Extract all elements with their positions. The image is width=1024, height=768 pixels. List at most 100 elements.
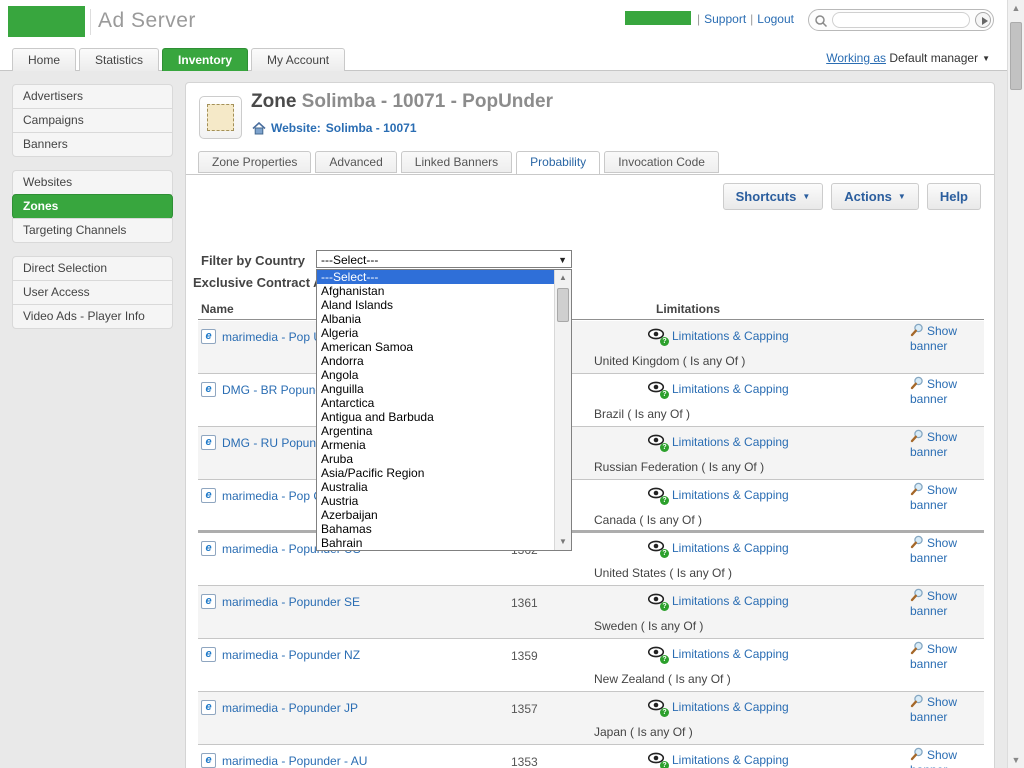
banner-name-link[interactable]: marimedia - Pop CA xyxy=(222,488,331,503)
show-banner-link[interactable]: Show banner xyxy=(910,641,972,672)
show-banner-label: Show banner xyxy=(910,324,958,353)
page-scrollbar[interactable]: ▲ ▼ xyxy=(1007,0,1024,768)
sidebar-item-zones[interactable]: Zones xyxy=(12,194,173,219)
sidebar-group: Direct Selection User Access Video Ads - P… xyxy=(12,256,173,329)
dropdown-option-azerbaijan[interactable]: Azerbaijan xyxy=(321,508,378,522)
working-as-link[interactable]: Working as xyxy=(826,51,887,65)
tab-advanced[interactable]: Advanced xyxy=(315,151,397,173)
show-banner-link[interactable]: Show banner xyxy=(910,588,972,619)
show-banner-link[interactable]: Show banner xyxy=(910,376,972,407)
toolbar: Shortcuts ▼ Actions ▼ Help xyxy=(722,183,981,210)
scroll-thumb[interactable] xyxy=(1010,22,1022,90)
limitations-capping-link[interactable]: Limitations & Capping xyxy=(672,646,789,661)
dropdown-option-algeria[interactable]: Algeria xyxy=(321,326,359,340)
chevron-down-icon[interactable]: ▼ xyxy=(982,54,990,63)
dropdown-option-austria[interactable]: Austria xyxy=(321,494,359,508)
banner-name-cell: e marimedia - Pop UK xyxy=(201,329,330,344)
row-country-limitation: New Zealand ( Is any Of ) xyxy=(594,672,731,686)
shortcuts-button[interactable]: Shortcuts ▼ xyxy=(722,183,824,210)
banner-name-link[interactable]: marimedia - Pop UK xyxy=(222,329,331,344)
banner-name-link[interactable]: DMG - RU Popunder xyxy=(222,435,334,450)
banner-name-link[interactable]: marimedia - Popunder JP xyxy=(222,700,359,715)
show-banner-magnifier-icon xyxy=(910,482,923,496)
dropdown-option-albania[interactable]: Albania xyxy=(321,312,362,326)
sidebar-item-banners[interactable]: Banners xyxy=(12,132,173,157)
sidebar-item-user-access[interactable]: User Access xyxy=(12,280,173,305)
banner-name-link[interactable]: marimedia - Popunder SE xyxy=(222,594,361,609)
dropdown-option-andorra[interactable]: Andorra xyxy=(321,354,364,368)
banner-name-link[interactable]: marimedia - Popunder - AU xyxy=(222,753,368,768)
banner-name-link[interactable]: marimedia - Popunder NZ xyxy=(222,647,361,662)
banner-page-icon: e xyxy=(201,435,216,450)
go-arrow-icon xyxy=(982,17,992,25)
tab-linked-banners[interactable]: Linked Banners xyxy=(400,151,513,173)
sidebar: Advertisers Campaigns Banners Websites Zones… xyxy=(12,84,173,342)
limitations-capping-link[interactable]: Limitations & Capping xyxy=(672,328,789,343)
tab-probability[interactable]: Probability xyxy=(516,151,601,175)
dropdown-scroll-up-icon[interactable]: ▲ xyxy=(559,273,567,282)
banner-name-link[interactable]: DMG - BR Popunder xyxy=(222,382,333,397)
dropdown-scroll-thumb[interactable] xyxy=(557,288,569,322)
website-link[interactable]: Solimba - 10071 xyxy=(325,121,417,135)
sidebar-item-direct-selection[interactable]: Direct Selection xyxy=(12,256,173,281)
dropdown-option-argentina[interactable]: Argentina xyxy=(321,424,373,438)
actions-button[interactable]: Actions ▼ xyxy=(831,183,919,210)
show-banner-label: Show banner xyxy=(910,695,958,724)
scroll-up-icon[interactable]: ▲ xyxy=(1011,3,1021,13)
dropdown-option-afghanistan[interactable]: Afghanistan xyxy=(321,284,385,298)
show-banner-link[interactable]: Show banner xyxy=(910,429,972,460)
dropdown-option-bahrain[interactable]: Bahrain xyxy=(321,536,363,550)
logout-link[interactable]: Logout xyxy=(757,12,794,26)
limitations-capping-link[interactable]: Limitations & Capping xyxy=(672,540,789,555)
sidebar-item-video-ads-player-info[interactable]: Video Ads - Player Info xyxy=(12,304,173,329)
country-select[interactable]: ---Select--- ▼ xyxy=(316,250,572,268)
limitations-cell: ? Limitations & Capping xyxy=(647,752,789,768)
help-button[interactable]: Help xyxy=(926,183,981,210)
dropdown-option-american-samoa[interactable]: American Samoa xyxy=(321,340,414,354)
dropdown-option-australia[interactable]: Australia xyxy=(321,480,368,494)
dropdown-option-armenia[interactable]: Armenia xyxy=(321,438,366,452)
sidebar-item-websites[interactable]: Websites xyxy=(12,170,173,195)
banner-id: 1359 xyxy=(511,649,538,663)
dropdown-option-select[interactable]: ---Select--- xyxy=(317,270,554,284)
show-banner-link[interactable]: Show banner xyxy=(910,323,972,354)
banner-id: 1353 xyxy=(511,755,538,768)
dropdown-option-antigua-and-barbuda[interactable]: Antigua and Barbuda xyxy=(321,410,434,424)
nav-tab-statistics[interactable]: Statistics xyxy=(79,48,160,71)
limitations-capping-link[interactable]: Limitations & Capping xyxy=(672,593,789,608)
dropdown-option-asia-pacific-region[interactable]: Asia/Pacific Region xyxy=(321,466,425,480)
dropdown-option-antarctica[interactable]: Antarctica xyxy=(321,396,375,410)
dropdown-option-aland-islands[interactable]: Aland Islands xyxy=(321,298,394,312)
show-banner-link[interactable]: Show banner xyxy=(910,535,972,566)
search-go-button[interactable] xyxy=(975,12,991,28)
sidebar-item-advertisers[interactable]: Advertisers xyxy=(12,84,173,109)
dropdown-option-bahamas[interactable]: Bahamas xyxy=(321,522,372,536)
nav-tab-inventory[interactable]: Inventory xyxy=(162,48,249,71)
sidebar-item-campaigns[interactable]: Campaigns xyxy=(12,108,173,133)
limitations-capping-link[interactable]: Limitations & Capping xyxy=(672,381,789,396)
dropdown-scroll-down-icon[interactable]: ▼ xyxy=(559,537,567,546)
limitations-capping-link[interactable]: Limitations & Capping xyxy=(672,487,789,502)
dropdown-scrollbar[interactable]: ▲ ▼ xyxy=(554,270,571,550)
search-input[interactable] xyxy=(832,12,970,28)
dropdown-option-aruba[interactable]: Aruba xyxy=(321,452,354,466)
limitations-capping-link[interactable]: Limitations & Capping xyxy=(672,752,789,767)
sidebar-item-targeting-channels[interactable]: Targeting Channels xyxy=(12,218,173,243)
support-link[interactable]: Support xyxy=(704,12,747,26)
limitations-eye-icon: ? xyxy=(647,646,669,664)
limitations-capping-link[interactable]: Limitations & Capping xyxy=(672,699,789,714)
nav-tab-home[interactable]: Home xyxy=(12,48,77,71)
show-banner-link[interactable]: Show banner xyxy=(910,482,972,513)
dropdown-option-anguilla[interactable]: Anguilla xyxy=(321,382,364,396)
limitations-eye-icon: ? xyxy=(647,540,669,558)
show-banner-link[interactable]: Show banner xyxy=(910,747,972,768)
tab-zone-properties[interactable]: Zone Properties xyxy=(198,151,312,173)
limitations-capping-link[interactable]: Limitations & Capping xyxy=(672,434,789,449)
website-label: Website: xyxy=(271,121,321,135)
scroll-down-icon[interactable]: ▼ xyxy=(1011,755,1021,765)
show-banner-link[interactable]: Show banner xyxy=(910,694,972,725)
tab-invocation-code[interactable]: Invocation Code xyxy=(604,151,719,173)
banner-name-cell: e marimedia - Popunder - AU xyxy=(201,753,367,768)
nav-tab-my-account[interactable]: My Account xyxy=(251,48,346,71)
dropdown-option-angola[interactable]: Angola xyxy=(321,368,359,382)
